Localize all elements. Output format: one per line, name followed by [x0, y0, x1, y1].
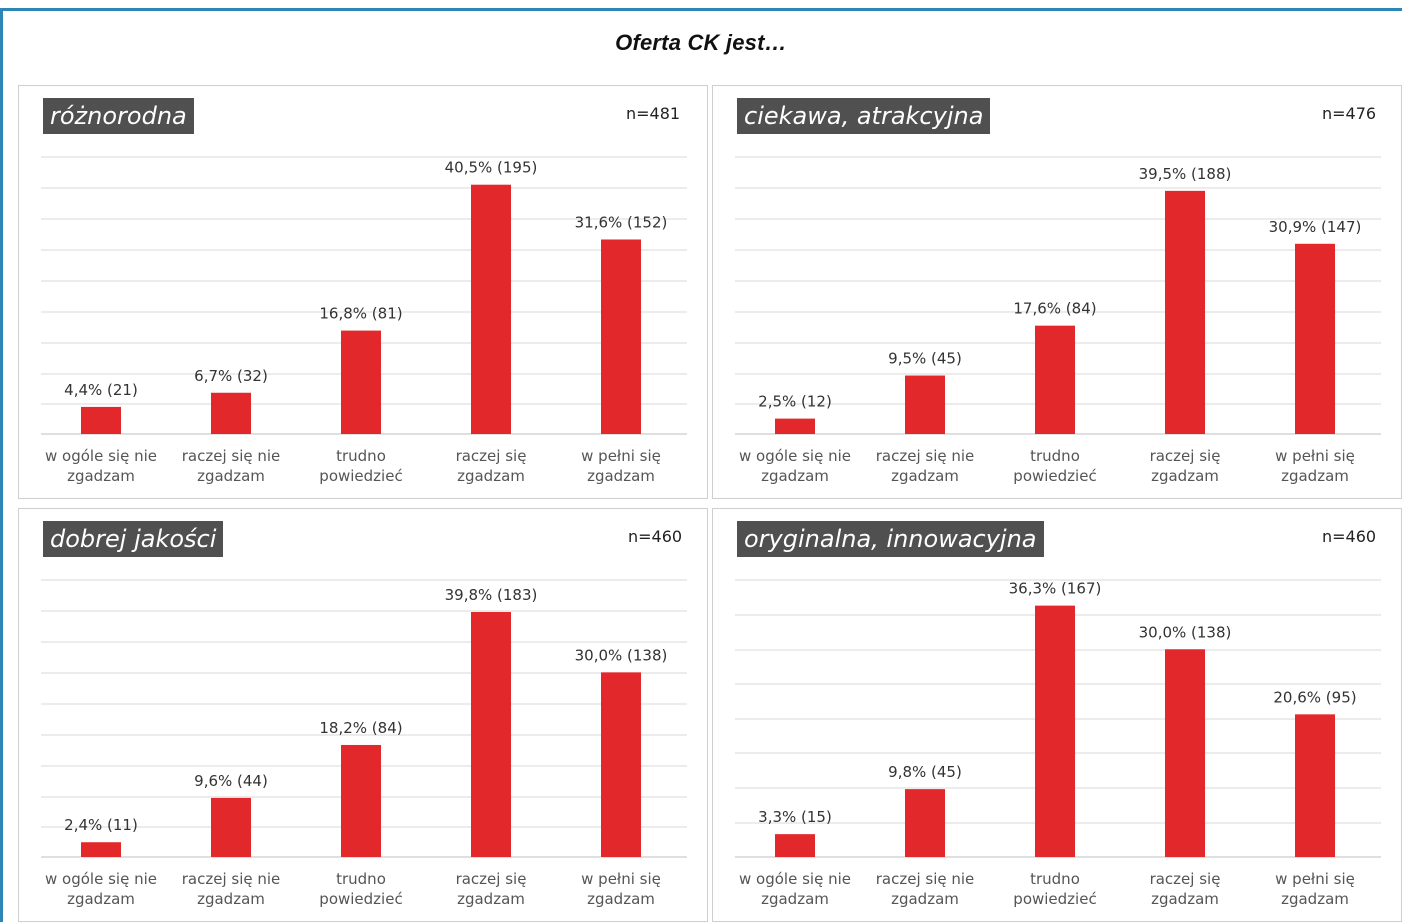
- bar-chart: 2,4% (11) 9,6% (44) 18,2% (84) 39,8% (183) 3…: [41, 579, 687, 858]
- data-label: 31,6% (152): [575, 213, 668, 231]
- data-label: 9,5% (45): [888, 350, 962, 368]
- category-label: raczej się nie zgadzam: [875, 870, 975, 908]
- chart-panel-dobrej-jakosci: dobrej jakości n=460 2,4% (11) 9,6% (44) 1…: [18, 508, 708, 922]
- panel-title: ciekawa, atrakcyjna: [737, 98, 991, 134]
- category-label: w ogóle się nie zgadzam: [739, 870, 851, 908]
- bar: [81, 406, 121, 434]
- category-label: w pełni się zgadzam: [581, 447, 661, 485]
- bar: [1165, 190, 1205, 434]
- bar: [601, 239, 641, 434]
- sample-size-label: n=460: [1322, 527, 1377, 546]
- data-label: 18,2% (84): [319, 719, 402, 737]
- data-label: 39,5% (188): [1139, 165, 1232, 183]
- bar: [81, 842, 121, 857]
- category-label: trudno powiedzieć: [319, 447, 403, 485]
- bar: [775, 418, 815, 434]
- bar: [905, 789, 945, 857]
- data-label: 6,7% (32): [194, 367, 268, 385]
- data-label: 36,3% (167): [1009, 580, 1102, 598]
- bar-chart: 2,5% (12) 9,5% (45) 17,6% (84) 39,5% (188) 3…: [735, 156, 1381, 435]
- chart-panel-ciekawa: ciekawa, atrakcyjna n=476 2,5% (12) 9,5% …: [712, 85, 1402, 499]
- page-title: Oferta CK jest…: [615, 30, 787, 55]
- data-label: 9,6% (44): [194, 772, 268, 790]
- category-label: raczej się nie zgadzam: [875, 447, 975, 485]
- data-label: 16,8% (81): [319, 305, 402, 323]
- bar: [1165, 649, 1205, 857]
- bar: [341, 744, 381, 857]
- category-label: w pełni się zgadzam: [581, 870, 661, 908]
- data-label: 30,9% (147): [1269, 218, 1362, 236]
- bar-chart: 4,4% (21) 6,7% (32) 16,8% (81) 40,5% (195) 3…: [41, 156, 687, 435]
- sample-size-label: n=481: [626, 104, 681, 123]
- category-label: w pełni się zgadzam: [1275, 447, 1355, 485]
- category-label: trudno powiedzieć: [1013, 447, 1097, 485]
- category-label: w ogóle się nie zgadzam: [739, 447, 851, 485]
- bar: [775, 834, 815, 857]
- data-label: 9,8% (45): [888, 763, 962, 781]
- data-label: 17,6% (84): [1013, 300, 1096, 318]
- sample-size-label: n=460: [628, 527, 683, 546]
- chart-panel-oryginalna: oryginalna, innowacyjna n=460 3,3% (15) 9…: [712, 508, 1402, 922]
- outer-frame: [0, 8, 1402, 922]
- data-label: 2,4% (11): [64, 816, 138, 834]
- bar: [1035, 605, 1075, 857]
- bar: [341, 330, 381, 434]
- sample-size-label: n=476: [1322, 104, 1377, 123]
- bar: [1295, 243, 1335, 434]
- panel-title: oryginalna, innowacyjna: [737, 521, 1044, 557]
- bar: [471, 612, 511, 857]
- data-label: 39,8% (183): [445, 586, 538, 604]
- bar: [601, 672, 641, 857]
- bar-chart: 3,3% (15) 9,8% (45) 36,3% (167) 30,0% (138)…: [735, 579, 1381, 858]
- panel-title: dobrej jakości: [43, 521, 224, 557]
- category-label: raczej się nie zgadzam: [181, 447, 281, 485]
- data-label: 30,0% (138): [1139, 623, 1232, 641]
- bar: [211, 392, 251, 434]
- bar: [211, 797, 251, 857]
- category-label: raczej się nie zgadzam: [181, 870, 281, 908]
- category-label: w ogóle się nie zgadzam: [45, 870, 157, 908]
- data-label: 4,4% (21): [64, 381, 138, 399]
- category-label: raczej się zgadzam: [455, 870, 527, 908]
- category-label: raczej się zgadzam: [455, 447, 527, 485]
- data-label: 2,5% (12): [758, 393, 832, 411]
- category-label: raczej się zgadzam: [1149, 447, 1221, 485]
- category-label: raczej się zgadzam: [1149, 870, 1221, 908]
- bar: [1035, 325, 1075, 434]
- data-label: 30,0% (138): [575, 646, 668, 664]
- category-label: trudno powiedzieć: [1013, 870, 1097, 908]
- data-label: 40,5% (195): [445, 159, 538, 177]
- category-label: w ogóle się nie zgadzam: [45, 447, 157, 485]
- data-label: 20,6% (95): [1273, 688, 1356, 706]
- chart-panel-roznorodna: różnorodna n=481 4,4% (21) 6,7% (32) 16,8%…: [18, 85, 708, 499]
- category-label: w pełni się zgadzam: [1275, 870, 1355, 908]
- panel-title: różnorodna: [43, 98, 194, 134]
- data-label: 3,3% (15): [758, 808, 832, 826]
- bar: [471, 184, 511, 434]
- bar: [1295, 714, 1335, 857]
- category-label: trudno powiedzieć: [319, 870, 403, 908]
- bar: [905, 375, 945, 434]
